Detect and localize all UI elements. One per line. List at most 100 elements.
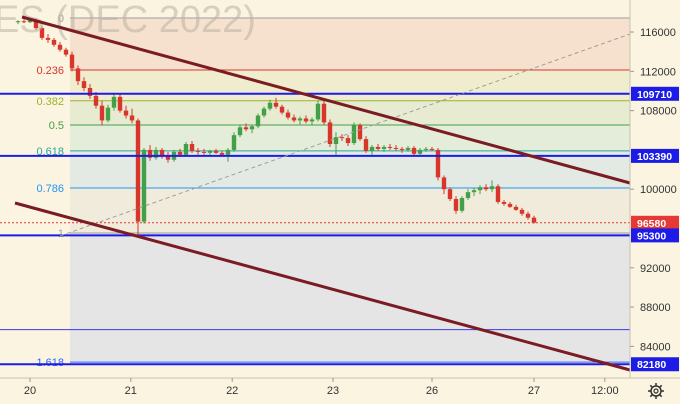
candle-body: [339, 137, 345, 139]
candle-body: [531, 217, 537, 223]
candle-body: [297, 118, 303, 121]
candle-body: [153, 149, 159, 158]
candle-body: [213, 150, 219, 153]
candle-body: [75, 68, 81, 82]
candle-body: [321, 103, 327, 123]
candle-body: [261, 108, 267, 116]
x-tick-label: 22: [226, 385, 238, 397]
y-tick-label: 108000: [640, 106, 677, 118]
candle-body: [147, 149, 153, 158]
candle-body: [465, 192, 471, 199]
fib-band: [70, 125, 630, 151]
fib-label: 0.786: [36, 183, 64, 195]
candle-body: [93, 95, 99, 106]
candle-body: [441, 177, 447, 190]
candle-body: [219, 152, 225, 155]
candle-body: [231, 135, 237, 150]
fib-label: 1: [58, 228, 64, 240]
x-tick-label: 27: [528, 385, 540, 397]
candle-body: [513, 206, 519, 210]
price-label: 109710: [637, 89, 672, 101]
y-tick-label: 112000: [640, 66, 676, 78]
candle-body: [189, 144, 195, 151]
candle-body: [399, 148, 405, 150]
settings-icon[interactable]: [648, 383, 664, 399]
candle-body: [519, 209, 525, 214]
x-tick-label: 12:00: [591, 385, 619, 397]
candle-body: [183, 144, 189, 155]
candle-body: [105, 107, 111, 121]
fib-band: [70, 70, 630, 101]
candle-body: [117, 96, 123, 111]
candle-body: [51, 39, 57, 45]
candle-body: [27, 20, 33, 23]
trend-line-dashed: [59, 33, 631, 237]
candle-body: [387, 146, 393, 148]
candle-body: [405, 147, 411, 150]
fib-label: 0.5: [49, 120, 64, 132]
candle-body: [237, 127, 243, 136]
candle-body: [411, 147, 417, 154]
y-tick-label: 116000: [640, 27, 676, 39]
candle-body: [249, 126, 255, 130]
candle-body: [111, 96, 117, 108]
candle-body: [291, 117, 297, 121]
candle-body: [459, 198, 465, 211]
x-tick-label: 26: [426, 385, 438, 397]
candle-body: [165, 155, 171, 160]
candle-body: [21, 21, 27, 23]
candle-body: [327, 122, 333, 145]
candle-body: [207, 150, 213, 153]
candle-body: [303, 118, 309, 122]
candle-body: [345, 138, 351, 144]
candle-body: [159, 149, 165, 156]
price-label-box: [631, 86, 679, 101]
candle-body: [69, 54, 75, 69]
x-tick-label: 23: [327, 385, 339, 397]
y-tick-label: 100000: [640, 184, 677, 196]
candle-body: [375, 146, 381, 149]
channel-upper: [21, 15, 631, 185]
candle-body: [315, 103, 321, 120]
candle-body: [351, 125, 357, 144]
fib-label: 1.618: [36, 357, 64, 369]
candle-body: [429, 148, 435, 150]
fib-label: 0: [58, 13, 64, 25]
candle-body: [309, 119, 315, 122]
price-label-box: [631, 228, 679, 243]
candle-body: [471, 190, 477, 193]
candle-body: [525, 213, 531, 218]
candle-body: [81, 81, 87, 89]
plot: 0 0.236 0.382 0.5 0.618 0.786 1 1.618: [0, 13, 630, 369]
candle-body: [279, 106, 285, 113]
y-tick-label: 84000: [640, 341, 671, 353]
price-label: 82180: [637, 359, 666, 371]
candle-body: [453, 199, 459, 211]
price-label-box: [631, 215, 679, 230]
price-label: 95300: [637, 230, 666, 242]
fib-label: 0.236: [36, 65, 64, 77]
candle-body: [417, 149, 423, 154]
candle-body: [333, 137, 339, 145]
channel-lower: [14, 201, 631, 372]
candle-body: [123, 110, 129, 116]
candle-body: [501, 201, 507, 204]
candle-body: [369, 146, 375, 151]
y-tick-label: 92000: [640, 263, 671, 275]
candle-body: [489, 186, 495, 190]
candle-body: [495, 186, 501, 202]
price-label: 103390: [637, 151, 672, 163]
candle-body: [423, 148, 429, 150]
candle-body: [39, 28, 45, 38]
candle-body: [363, 139, 369, 151]
candle-body: [135, 120, 141, 222]
candle-body: [381, 146, 387, 149]
candle-body: [195, 150, 201, 152]
candle-body: [33, 20, 39, 29]
fib-label: 0.382: [36, 96, 64, 108]
x-tick-label: 20: [24, 385, 36, 397]
watermark-title: ES (DEC 2022): [0, 0, 256, 41]
price-label-box: [631, 148, 679, 163]
